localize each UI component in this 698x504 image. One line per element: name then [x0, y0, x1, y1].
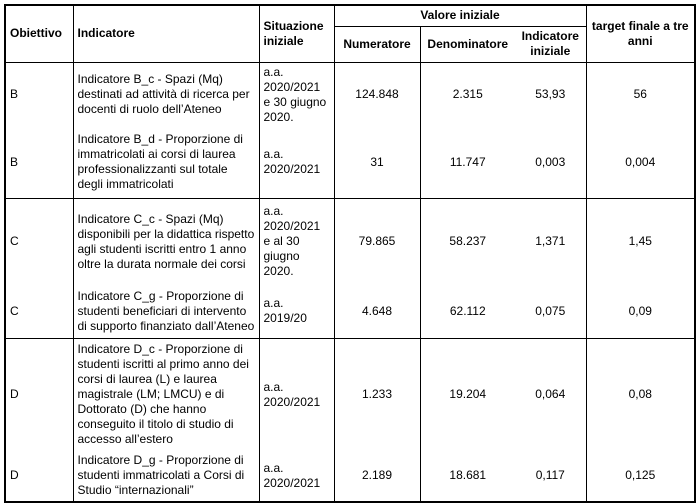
header-numeratore: Numeratore [333, 25, 421, 63]
cell-obiettivo: C [4, 198, 74, 285]
cell-obiettivo: D [4, 450, 74, 502]
cell-indicatore-iniziale: 0,075 [515, 284, 587, 339]
cell-numeratore: 4.648 [333, 284, 421, 339]
cell-obiettivo: B [4, 126, 74, 199]
table-row: D Indicatore D_g - Proporzione di studen… [4, 450, 696, 502]
table-row: C Indicatore C_g - Proporzione di studen… [4, 284, 696, 339]
header-valore-iniziale: Valore iniziale [333, 4, 587, 27]
cell-indicatore-iniziale: 0,064 [515, 338, 587, 451]
table-row: C Indicatore C_c - Spazi (Mq) disponibil… [4, 198, 696, 285]
header-denominatore: Denominatore [419, 25, 515, 63]
cell-situazione-iniziale: a.a. 2020/2021 e al 30 giugno 2020. [258, 198, 335, 285]
table-header: Obiettivo Indicatore Situazione iniziale… [4, 4, 696, 63]
cell-target: 0,09 [585, 284, 696, 339]
cell-indicatore-iniziale: 1,371 [515, 198, 587, 285]
cell-situazione-iniziale: a.a. 2020/2021 [258, 338, 335, 451]
cell-indicatore: Indicatore B_c - Spazi (Mq) destinati ad… [72, 61, 260, 127]
cell-indicatore: Indicatore C_g - Proporzione di studenti… [72, 284, 260, 339]
cell-indicatore: Indicatore C_c - Spazi (Mq) disponibili … [72, 198, 260, 285]
cell-indicatore: Indicatore D_g - Proporzione di studenti… [72, 450, 260, 502]
table-row: B Indicatore B_d - Proporzione di immatr… [4, 126, 696, 199]
cell-denominatore: 62.112 [419, 284, 515, 339]
cell-situazione-iniziale: a.a. 2020/2021 [258, 450, 335, 502]
cell-target: 0,125 [585, 450, 696, 502]
cell-situazione-iniziale: a.a. 2020/2021 e 30 giugno 2020. [258, 61, 335, 127]
cell-situazione-iniziale: a.a. 2019/20 [258, 284, 335, 339]
cell-target: 0,08 [585, 338, 696, 451]
cell-numeratore: 1.233 [333, 338, 421, 451]
cell-denominatore: 58.237 [419, 198, 515, 285]
cell-numeratore: 31 [333, 126, 421, 199]
cell-denominatore: 18.681 [419, 450, 515, 502]
table-row: D Indicatore D_c - Proporzione di studen… [4, 338, 696, 451]
cell-denominatore: 19.204 [419, 338, 515, 451]
header-situazione-iniziale: Situazione iniziale [258, 4, 335, 63]
cell-situazione-iniziale: a.a. 2020/2021 [258, 126, 335, 199]
cell-obiettivo: C [4, 284, 74, 339]
cell-target: 56 [585, 61, 696, 127]
header-target-finale: target finale a tre anni [585, 4, 696, 63]
cell-indicatore-iniziale: 0,003 [515, 126, 587, 199]
cell-numeratore: 124.848 [333, 61, 421, 127]
performance-indicators-table: Obiettivo Indicatore Situazione iniziale… [4, 4, 697, 503]
cell-denominatore: 2.315 [419, 61, 515, 127]
cell-obiettivo: D [4, 338, 74, 451]
cell-indicatore: Indicatore B_d - Proporzione di immatric… [72, 126, 260, 199]
cell-obiettivo: B [4, 61, 74, 127]
cell-indicatore-iniziale: 0,117 [515, 450, 587, 502]
header-indicatore-iniziale: Indicatore iniziale [515, 25, 587, 63]
table-row: B Indicatore B_c - Spazi (Mq) destinati … [4, 61, 696, 127]
cell-numeratore: 2.189 [333, 450, 421, 502]
cell-indicatore-iniziale: 53,93 [515, 61, 587, 127]
cell-indicatore: Indicatore D_c - Proporzione di studenti… [72, 338, 260, 451]
header-obiettivo: Obiettivo [4, 4, 74, 63]
cell-target: 0,004 [585, 126, 696, 199]
header-indicatore: Indicatore [72, 4, 260, 63]
cell-denominatore: 11.747 [419, 126, 515, 199]
cell-target: 1,45 [585, 198, 696, 285]
cell-numeratore: 79.865 [333, 198, 421, 285]
